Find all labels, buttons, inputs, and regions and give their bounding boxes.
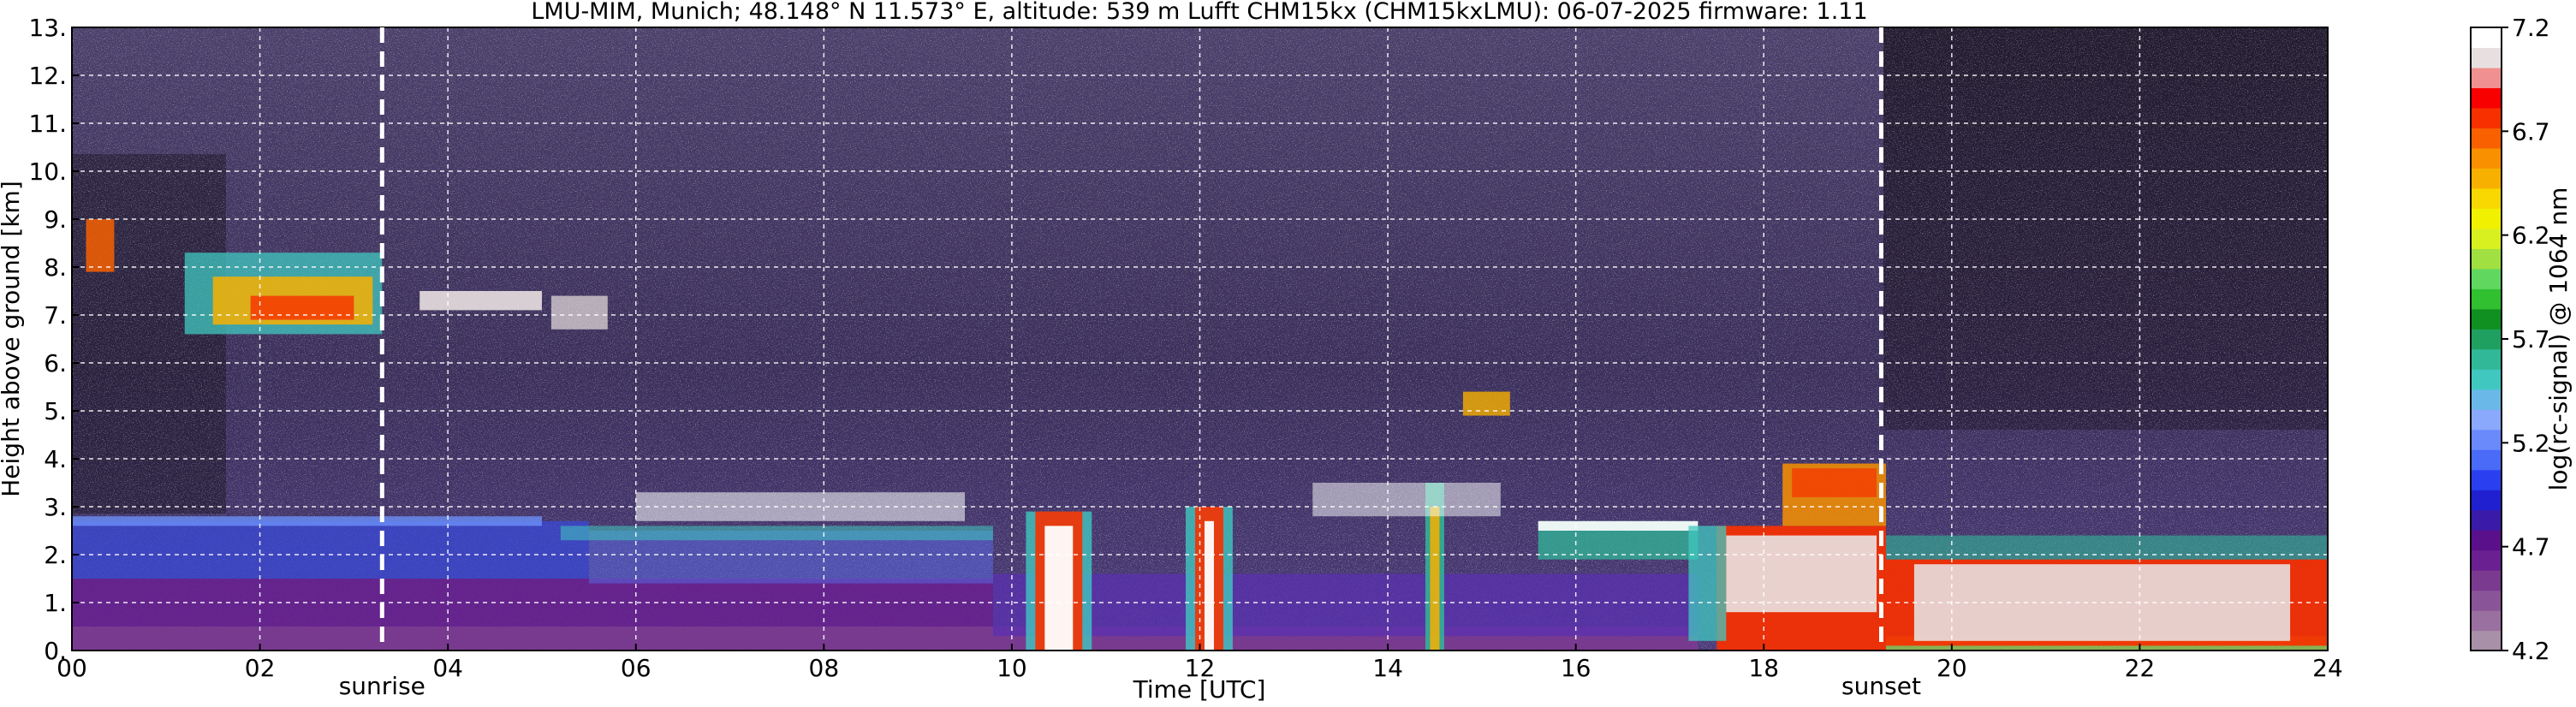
y-tick-label: 13. <box>28 14 67 42</box>
y-tick-label: 0. <box>44 637 67 665</box>
colorbar-swatch <box>2471 348 2502 370</box>
colorbar-swatch <box>2471 550 2502 571</box>
x-tick-label: 06 <box>621 654 651 682</box>
colorbar-tick-label: 4.7 <box>2512 533 2550 561</box>
colorbar-swatch <box>2471 449 2502 471</box>
colorbar-swatch <box>2471 389 2502 410</box>
y-axis-label: Height above ground [km] <box>0 181 25 497</box>
cloud-1500 <box>1462 391 1510 416</box>
x-tick-label: 08 <box>809 654 840 682</box>
cloud-0015 <box>86 219 115 272</box>
colorbar-swatch <box>2471 409 2502 431</box>
x-tick-label: 22 <box>2125 654 2156 682</box>
colorbar: 4.2 4.7 5.2 5.7 6.2 6.7 7.2 <box>2470 14 2550 665</box>
y-tick-label: 1. <box>44 589 67 617</box>
colorbar-swatch <box>2471 509 2502 531</box>
y-tick-label: 4. <box>44 445 67 473</box>
y-tick-label: 9. <box>44 205 67 234</box>
evening-cloud-white <box>1726 535 1877 613</box>
colorbar-swatch <box>2471 87 2502 109</box>
x-axis-label: Time [UTC] <box>1133 675 1266 704</box>
x-tick-label: 04 <box>432 654 463 682</box>
colorbar-swatch <box>2471 630 2502 651</box>
colorbar-swatch <box>2471 590 2502 611</box>
y-tick-label: 7. <box>44 301 67 330</box>
colorbar-swatch <box>2471 27 2502 49</box>
colorbar-tick-label: 5.2 <box>2512 429 2550 457</box>
colorbar-swatch <box>2471 168 2502 189</box>
x-tick-label: 16 <box>1561 654 1591 682</box>
sunset-label: sunset <box>1841 672 1921 700</box>
y-tick-label: 8. <box>44 253 67 282</box>
colorbar-swatch <box>2471 469 2502 490</box>
x-tick-label: 20 <box>1936 654 1967 682</box>
colorbar-swatch <box>2471 107 2502 129</box>
colorbar-swatch <box>2471 490 2502 511</box>
colorbar-swatch <box>2471 369 2502 390</box>
x-tick-label: 24 <box>2312 654 2343 682</box>
colorbar-swatch <box>2471 329 2502 350</box>
colorbar-label: log(rc-signal) @ 1064 nm <box>2544 187 2573 491</box>
colorbar-swatch <box>2471 308 2502 330</box>
sun-events: sunrise sunset <box>339 27 1921 700</box>
y-axis: 0. 1. 2. 3. 4. 5. 6. 7. 8. 9. 10. 11. 12. 13. <box>28 14 79 665</box>
colorbar-swatch <box>2471 228 2502 249</box>
plot-area <box>72 27 2328 651</box>
colorbar-swatch <box>2471 67 2502 89</box>
x-tick-label: 00 <box>57 654 87 682</box>
colorbar-swatch <box>2471 530 2502 551</box>
colorbar-swatch <box>2471 47 2502 68</box>
x-tick-label: 10 <box>996 654 1027 682</box>
x-tick-label: 02 <box>245 654 276 682</box>
y-tick-label: 3. <box>44 493 67 521</box>
aerosol-top-midday <box>560 526 993 541</box>
cloud-edge-green <box>1688 526 1727 641</box>
colorbar-tick-label: 7.2 <box>2512 14 2550 42</box>
night-cloud-top <box>1885 535 2328 560</box>
colorbar-tick-label: 4.2 <box>2512 637 2550 665</box>
colorbar-tick-label: 6.2 <box>2512 222 2550 250</box>
thin-cloud-0400 <box>419 291 542 311</box>
evening-cloud-upper-core <box>1792 468 1877 497</box>
elevated-layer-afternoon <box>1312 483 1501 517</box>
colorbar-swatch <box>2471 268 2502 289</box>
midlevel-cloud-red <box>250 295 354 320</box>
colorbar-swatch <box>2471 187 2502 209</box>
colorbar-swatch <box>2471 288 2502 310</box>
boundary-layer-upper-morning <box>72 520 589 579</box>
sunrise-label: sunrise <box>339 672 425 700</box>
chart-title: LMU-MIM, Munich; 48.148° N 11.573° E, al… <box>531 0 1867 25</box>
x-tick-label: 12 <box>1185 654 1216 682</box>
aerosol-top-afternoon <box>1538 520 1698 531</box>
colorbar-tick-label: 5.7 <box>2512 325 2550 354</box>
x-tick-label: 14 <box>1372 654 1403 682</box>
boundary-layer-lower <box>72 579 993 627</box>
x-tick-label: 18 <box>1748 654 1779 682</box>
thin-cloud-0530 <box>550 295 608 330</box>
boundary-layer-afternoon <box>992 573 1698 637</box>
colorbar-tick-label: 6.7 <box>2512 117 2550 146</box>
plume-1430-core <box>1430 507 1440 651</box>
y-tick-label: 11. <box>28 110 67 138</box>
y-tick-label: 12. <box>28 62 67 90</box>
y-tick-label: 5. <box>44 397 67 425</box>
colorbar-swatch <box>2471 248 2502 270</box>
y-tick-label: 10. <box>28 157 67 186</box>
colorbar-swatch <box>2471 208 2502 229</box>
plume-1200-core <box>1204 520 1214 651</box>
colorbar-swatch <box>2471 429 2502 450</box>
aerosol-top-morning <box>72 516 542 526</box>
colorbar-swatch <box>2471 570 2502 591</box>
plume-1030-core <box>1044 526 1074 651</box>
grid <box>72 27 2328 651</box>
colorbar-swatch <box>2471 128 2502 149</box>
colorbar-swatch <box>2471 147 2502 169</box>
signal-features <box>72 219 2328 651</box>
y-tick-label: 6. <box>44 349 67 377</box>
x-axis: 00 02 04 06 08 10 12 14 16 18 20 22 24 <box>57 644 2343 682</box>
y-tick-label: 2. <box>44 541 67 569</box>
colorbar-swatch <box>2471 610 2502 632</box>
